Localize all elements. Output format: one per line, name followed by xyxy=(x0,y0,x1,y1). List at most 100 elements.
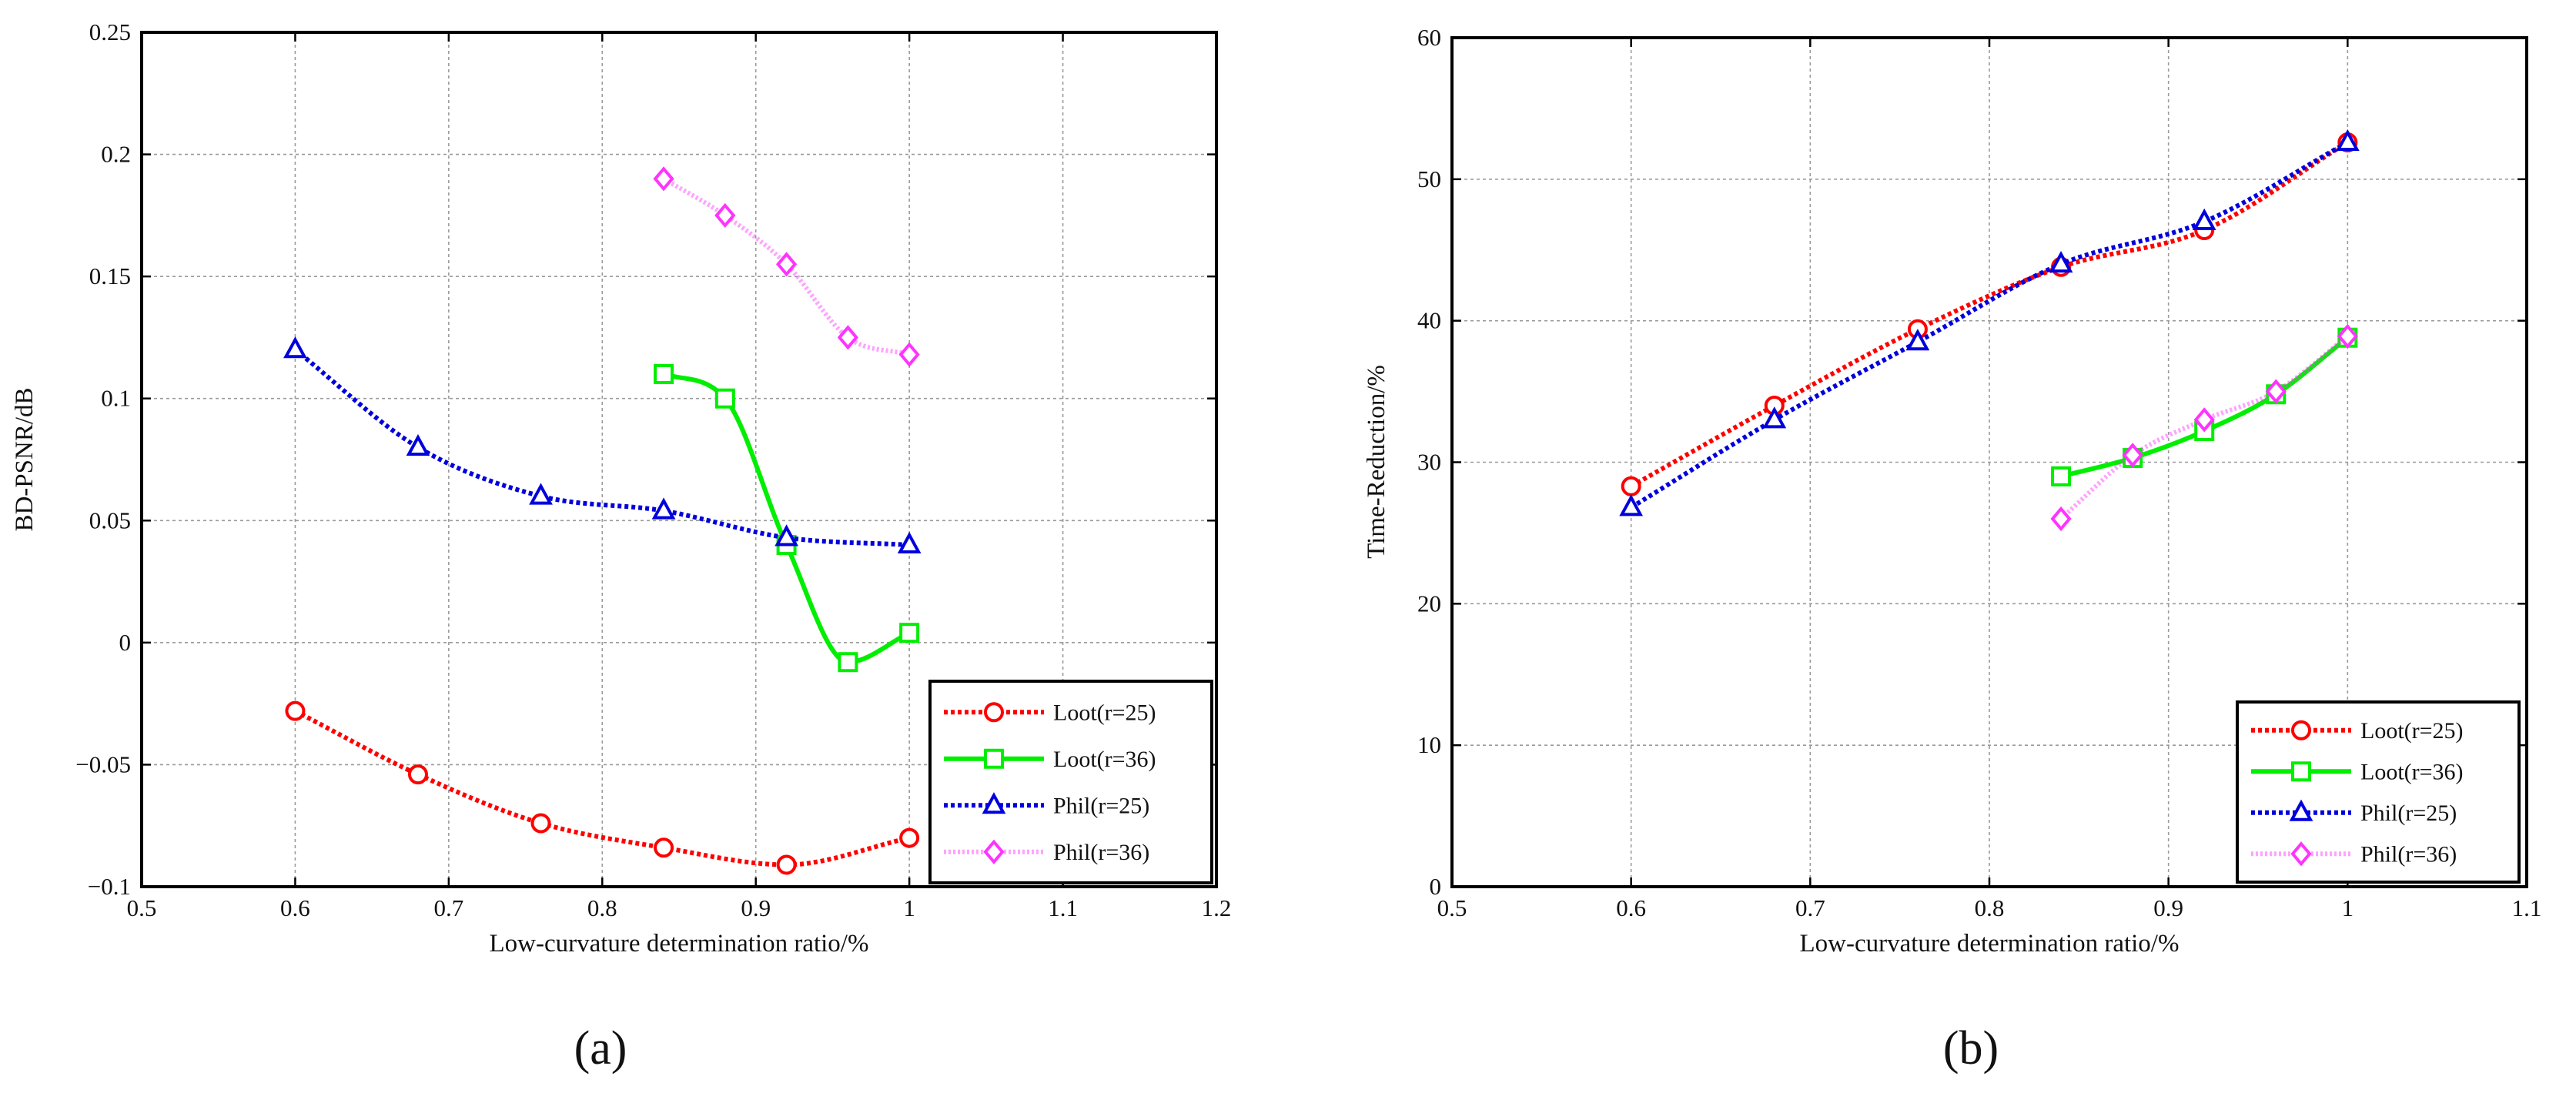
legend-label: Loot(r=36) xyxy=(2360,759,2464,784)
data-point xyxy=(285,700,306,721)
legend-label: Phil(r=25) xyxy=(2360,801,2457,826)
y-tick-label: 0 xyxy=(1430,873,1442,900)
data-point xyxy=(899,623,920,643)
legend-marker xyxy=(982,792,1006,814)
y-tick-label: 10 xyxy=(1417,731,1441,758)
data-point xyxy=(838,652,858,673)
data-point xyxy=(837,325,858,350)
series-phil-r-25 xyxy=(283,336,922,553)
x-tick-label: 1 xyxy=(2342,894,2354,921)
series-line xyxy=(293,347,910,547)
data-point xyxy=(651,497,676,520)
y-tick-label: 50 xyxy=(1417,165,1441,192)
legend-box xyxy=(2236,700,2521,884)
legend-label: Phil(r=25) xyxy=(1053,793,1149,818)
panel-label: (b) xyxy=(1943,1022,1999,1075)
legend-marker xyxy=(2290,841,2312,867)
grid xyxy=(1452,38,2527,887)
legend-label: Phil(r=36) xyxy=(2360,841,2457,867)
chart-panel-a: 0.5 0.6 0.7 0.8 0.9 1 1.1 1.2 −0.1 −0.05 0 0.05 0.1 0… xyxy=(11,18,1231,1075)
chart-panel-b: 0.5 0.6 0.7 0.8 0.9 1 1.1 0 10 20 30 40 50 60 Low-curv… xyxy=(1363,24,2541,1075)
y-tick-label: 30 xyxy=(1417,449,1441,476)
data-point xyxy=(530,813,551,834)
data-point xyxy=(2193,407,2215,433)
x-tick-label: 0.7 xyxy=(1795,894,1825,921)
series-line xyxy=(1630,140,2349,510)
series-phil-r-36 xyxy=(653,166,920,367)
data-point xyxy=(1621,476,1641,496)
y-tick-label: 0.05 xyxy=(89,506,131,533)
data-point xyxy=(2051,466,2072,486)
x-tick-label: 1.1 xyxy=(2512,894,2542,921)
series-phil-r-36 xyxy=(2050,323,2358,532)
data-point xyxy=(714,202,736,228)
panel-label: (a) xyxy=(574,1022,627,1075)
y-tick-label: 0.2 xyxy=(101,141,131,168)
data-point xyxy=(2265,379,2287,404)
data-point xyxy=(1619,494,1644,516)
y-axis-label: Time-Reduction/% xyxy=(1363,365,1390,559)
data-point xyxy=(653,166,674,192)
x-tick-label: 0.6 xyxy=(280,894,310,921)
y-tick-label: 20 xyxy=(1417,590,1441,617)
data-point xyxy=(774,524,798,546)
x-axis-label: Low-curvature determination ratio/% xyxy=(490,930,869,958)
legend-box xyxy=(928,680,1213,884)
x-axis-label: Low-curvature determination ratio/% xyxy=(1800,930,2180,958)
x-tick-label: 1 xyxy=(903,894,915,921)
legend-label: Loot(r=25) xyxy=(2360,718,2464,744)
legend-label: Phil(r=36) xyxy=(1053,840,1149,865)
data-point xyxy=(2049,250,2073,273)
data-point xyxy=(2050,506,2072,532)
x-tick-label: 0.9 xyxy=(741,894,771,921)
series-line xyxy=(1630,140,2349,489)
data-point xyxy=(775,252,798,277)
legend: Loot(r=25) Loot(r=36) Phil(r=25) Phil(r=36) xyxy=(928,680,1213,884)
y-tick-label: −0.1 xyxy=(88,873,131,900)
x-tick-label: 0.7 xyxy=(433,894,463,921)
data-point xyxy=(2192,208,2216,230)
data-point xyxy=(654,837,674,858)
y-tick-label: 40 xyxy=(1417,307,1441,334)
data-point xyxy=(283,336,307,359)
legend-label: Loot(r=36) xyxy=(1053,747,1156,772)
grid xyxy=(142,32,1216,887)
y-tick-label: 0.25 xyxy=(89,18,131,45)
y-tick-label: 0 xyxy=(119,629,132,656)
x-tick-label: 0.8 xyxy=(1975,894,2005,921)
x-tick-label: 0.6 xyxy=(1616,894,1646,921)
legend: Loot(r=25) Loot(r=36) Phil(r=25) Phil(r=36) xyxy=(2236,700,2521,884)
data-point xyxy=(1762,406,1787,429)
y-tick-label: 0.15 xyxy=(89,262,131,289)
plot-frame xyxy=(140,31,1218,888)
data-point xyxy=(897,531,922,553)
legend-marker xyxy=(984,702,1004,723)
series-line xyxy=(2060,336,2350,479)
data-point xyxy=(714,388,735,409)
y-tick-label: 0.1 xyxy=(101,385,131,412)
data-point xyxy=(899,827,920,848)
y-axis-label: BD-PSNR/dB xyxy=(11,387,38,531)
data-point xyxy=(2335,129,2360,152)
data-point xyxy=(2337,323,2358,349)
series-phil-r-25 xyxy=(1619,129,2360,516)
x-tick-label: 0.5 xyxy=(127,894,157,921)
x-tick-label: 0.9 xyxy=(2153,894,2183,921)
series-loot-r-25 xyxy=(285,700,920,875)
data-point xyxy=(898,342,920,367)
data-point xyxy=(406,433,430,456)
x-tick-label: 0.8 xyxy=(587,894,617,921)
data-point xyxy=(1905,329,1930,351)
legend-marker xyxy=(984,748,1004,769)
x-tick-label: 0.5 xyxy=(1437,894,1467,921)
x-tick-label: 1.2 xyxy=(1202,894,1232,921)
legend-marker xyxy=(983,839,1005,864)
y-tick-label: −0.05 xyxy=(75,750,131,777)
data-point xyxy=(407,764,428,785)
data-point xyxy=(654,364,674,384)
legend-label: Loot(r=25) xyxy=(1053,700,1156,725)
data-point xyxy=(2122,443,2143,468)
data-point xyxy=(776,854,797,875)
